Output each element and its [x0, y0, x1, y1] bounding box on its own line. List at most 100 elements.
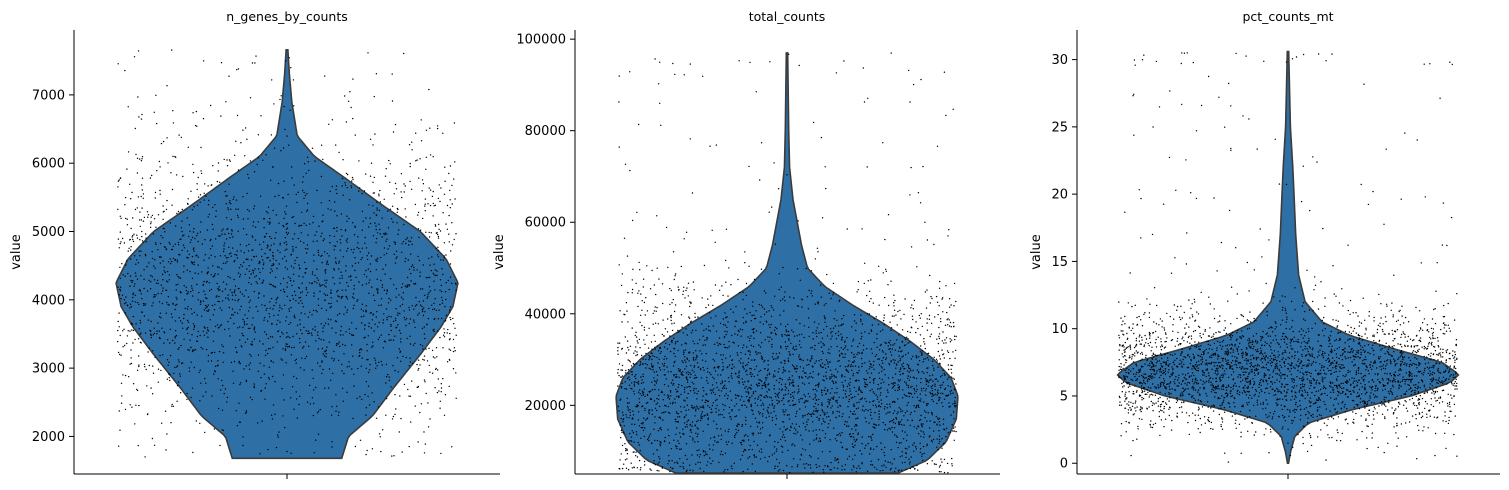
data-point [351, 296, 354, 298]
data-point [710, 295, 712, 297]
data-point [411, 243, 413, 246]
data-point [678, 376, 680, 378]
data-point [833, 427, 835, 429]
data-point [117, 63, 119, 65]
data-point [346, 296, 348, 298]
data-point [891, 431, 894, 433]
data-point [376, 288, 378, 290]
data-point [413, 308, 415, 310]
data-point [692, 470, 694, 472]
data-point [684, 400, 686, 402]
data-point [295, 362, 297, 364]
data-point [169, 243, 171, 245]
data-point [434, 225, 437, 227]
data-point [945, 435, 947, 438]
data-point [742, 470, 744, 473]
data-point [175, 174, 178, 176]
data-point [235, 140, 237, 142]
data-point [334, 320, 337, 322]
data-point [798, 334, 800, 336]
data-point [383, 313, 385, 315]
data-point [802, 416, 804, 418]
data-point [217, 170, 219, 172]
data-point [352, 334, 355, 336]
data-point [388, 315, 390, 318]
data-point [830, 461, 832, 464]
data-point [899, 370, 901, 373]
data-point [810, 467, 812, 469]
data-point [148, 262, 150, 264]
data-point [785, 348, 788, 350]
data-point [931, 399, 933, 401]
data-point [917, 433, 920, 435]
data-point [918, 399, 920, 402]
data-point [696, 398, 698, 400]
data-point [152, 302, 154, 304]
data-point [221, 429, 223, 431]
data-point [160, 284, 162, 286]
data-point [738, 375, 740, 377]
data-point [872, 391, 874, 393]
data-point [890, 280, 892, 282]
data-point [369, 363, 371, 366]
data-point [921, 371, 923, 373]
data-point [452, 368, 455, 370]
data-point [880, 365, 882, 368]
data-point [800, 359, 802, 361]
data-point [899, 421, 901, 423]
data-point [651, 348, 653, 350]
data-point [281, 258, 284, 260]
data-point [866, 384, 869, 386]
data-point [787, 379, 789, 381]
data-point [620, 417, 622, 420]
data-point [892, 418, 895, 421]
data-point [230, 255, 232, 257]
data-point [881, 370, 883, 372]
data-point [718, 365, 720, 368]
data-point [780, 383, 783, 386]
data-point [435, 309, 437, 312]
data-point [155, 94, 157, 97]
data-point [380, 334, 382, 336]
data-point [752, 413, 754, 415]
data-point [879, 388, 881, 390]
data-point [931, 414, 933, 416]
data-point [801, 306, 803, 308]
data-point [266, 307, 268, 310]
data-point [746, 395, 748, 398]
data-point [772, 352, 774, 355]
data-point [791, 329, 793, 331]
data-point [443, 414, 446, 416]
data-point [654, 340, 656, 342]
data-point [870, 279, 872, 281]
data-point [375, 73, 378, 75]
data-point [752, 305, 754, 307]
data-point [807, 317, 810, 319]
data-point [242, 228, 245, 230]
data-point [784, 429, 787, 431]
data-point [291, 166, 293, 168]
data-point [429, 290, 432, 292]
data-point [436, 356, 438, 358]
data-point [667, 429, 669, 431]
data-point [354, 269, 356, 272]
data-point [663, 411, 665, 413]
data-point [379, 436, 381, 438]
data-point [760, 399, 762, 401]
data-point [313, 254, 315, 256]
data-point [829, 439, 831, 441]
data-point [279, 335, 281, 338]
data-point [947, 432, 949, 434]
data-point [802, 370, 804, 372]
data-point [317, 279, 320, 281]
data-point [695, 408, 697, 410]
data-point [623, 425, 625, 427]
data-point [691, 454, 693, 456]
data-point [718, 395, 721, 397]
data-point [369, 217, 371, 219]
data-point [350, 275, 352, 277]
data-point [638, 338, 641, 341]
data-point [438, 390, 440, 392]
data-point [120, 217, 122, 219]
data-point [369, 263, 371, 265]
